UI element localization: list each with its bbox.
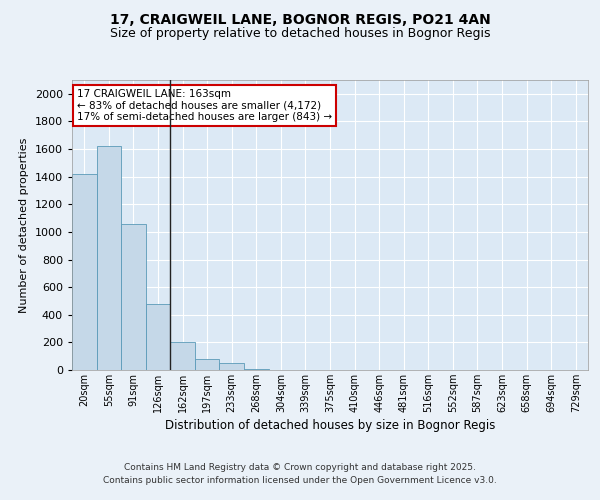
Bar [170, 342, 195, 370]
Bar [244, 368, 269, 370]
Bar [146, 304, 170, 370]
Text: Contains HM Land Registry data © Crown copyright and database right 2025.: Contains HM Land Registry data © Crown c… [124, 462, 476, 471]
Bar [72, 174, 97, 370]
Bar [220, 363, 244, 370]
Y-axis label: Number of detached properties: Number of detached properties [19, 138, 29, 312]
Text: Size of property relative to detached houses in Bognor Regis: Size of property relative to detached ho… [110, 28, 490, 40]
X-axis label: Distribution of detached houses by size in Bognor Regis: Distribution of detached houses by size … [165, 419, 495, 432]
Text: 17, CRAIGWEIL LANE, BOGNOR REGIS, PO21 4AN: 17, CRAIGWEIL LANE, BOGNOR REGIS, PO21 4… [110, 12, 490, 26]
Bar [195, 359, 220, 370]
Bar [97, 146, 121, 370]
Text: Contains public sector information licensed under the Open Government Licence v3: Contains public sector information licen… [103, 476, 497, 485]
Text: 17 CRAIGWEIL LANE: 163sqm
← 83% of detached houses are smaller (4,172)
17% of se: 17 CRAIGWEIL LANE: 163sqm ← 83% of detac… [77, 88, 332, 122]
Bar [121, 224, 146, 370]
